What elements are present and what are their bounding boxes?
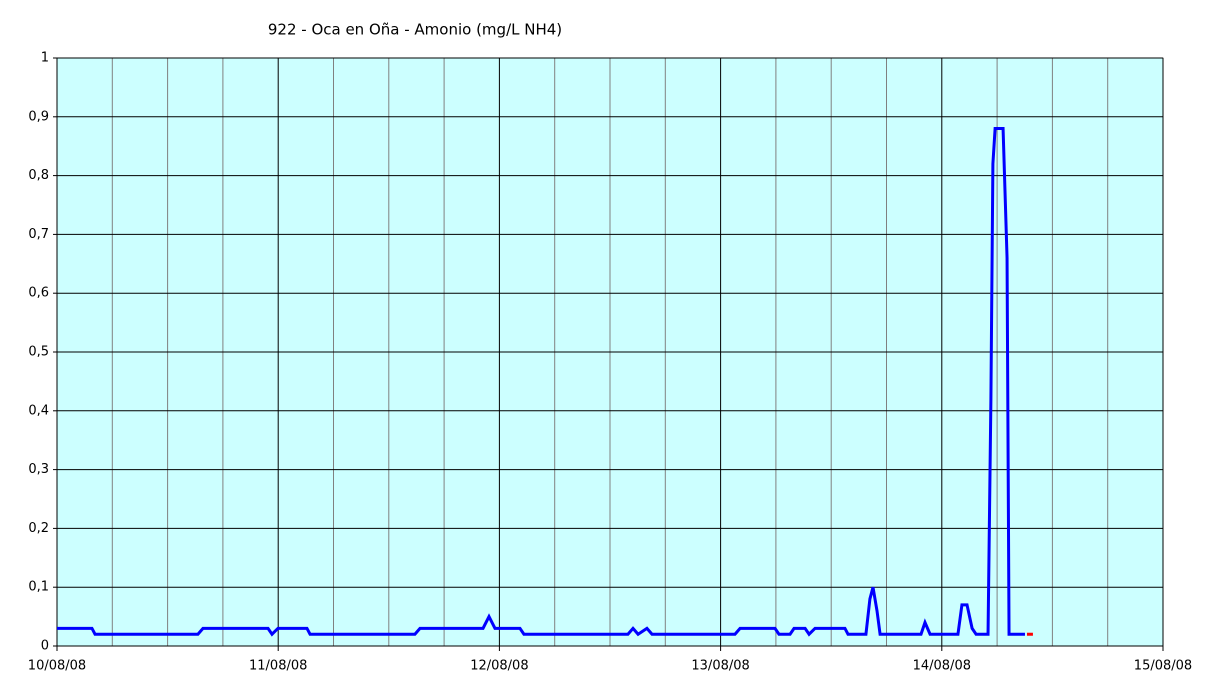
chart-title: 922 - Oca en Oña - Amonio (mg/L NH4) xyxy=(268,21,562,39)
y-tick-label: 0,9 xyxy=(28,109,49,124)
data-line xyxy=(57,127,1025,637)
y-tick-label: 0,8 xyxy=(28,168,49,183)
y-tick-label: 0,4 xyxy=(28,403,49,418)
y-tick-label: 0,6 xyxy=(28,286,49,301)
y-tick-label: 0,1 xyxy=(28,580,49,595)
x-tick-label: 10/08/08 xyxy=(28,659,86,674)
y-tick-label: 0,7 xyxy=(28,227,49,242)
x-tick-label: 13/08/08 xyxy=(691,659,749,674)
x-tick-label: 11/08/08 xyxy=(249,659,307,674)
x-tick-label: 15/08/08 xyxy=(1134,659,1192,674)
x-tick-label: 14/08/08 xyxy=(913,659,971,674)
y-tick-label: 0 xyxy=(41,639,49,654)
y-tick-label: 0,2 xyxy=(28,521,49,536)
x-tick-label: 12/08/08 xyxy=(470,659,528,674)
y-tick-label: 0,5 xyxy=(28,345,49,360)
y-tick-label: 0,3 xyxy=(28,462,49,477)
y-tick-label: 1 xyxy=(41,51,49,66)
